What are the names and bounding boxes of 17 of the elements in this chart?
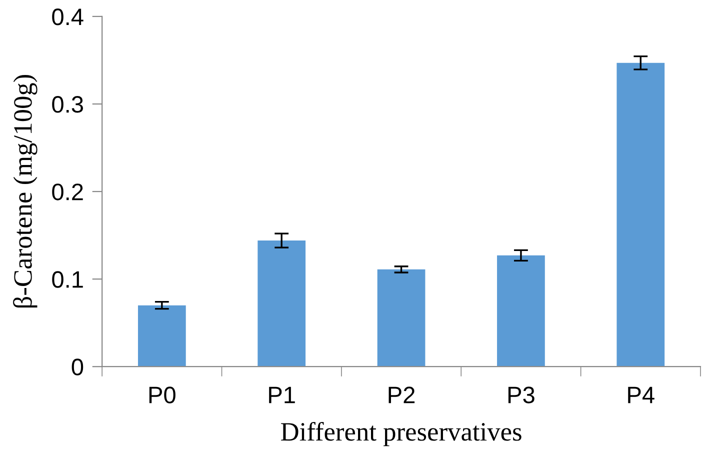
bar <box>497 255 545 367</box>
y-tick-label: 0.3 <box>52 96 83 113</box>
x-tick-label: P1 <box>269 386 295 404</box>
y-tick-label: 0.2 <box>52 184 83 200</box>
x-tick-label: P4 <box>628 386 654 404</box>
y-axis-title: β-Carotene (mg/100g) <box>13 74 38 308</box>
y-tick-label: 0 <box>72 358 84 376</box>
bar <box>138 305 186 367</box>
bar <box>258 240 306 367</box>
x-tick-label: P2 <box>388 386 415 404</box>
bar <box>377 269 426 367</box>
y-tick-label: 0.4 <box>52 8 84 26</box>
x-axis-title: Different preservatives <box>281 422 522 446</box>
x-tick-label: P3 <box>508 386 534 404</box>
bar <box>616 62 665 367</box>
y-tick-label: 0.1 <box>52 271 83 288</box>
x-tick-label: P0 <box>149 386 176 404</box>
